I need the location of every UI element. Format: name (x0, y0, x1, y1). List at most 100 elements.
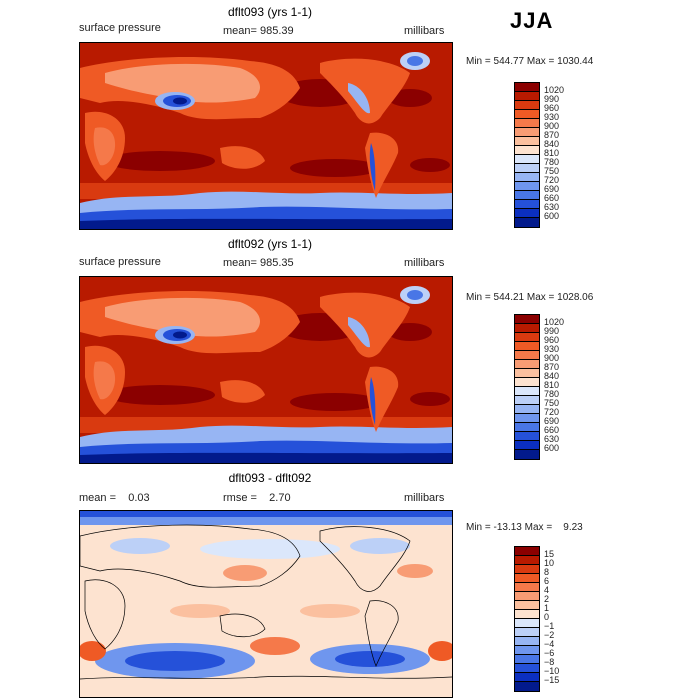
colorbar-tick-label: 960 (544, 103, 560, 113)
colorbar-swatch (515, 673, 539, 682)
colorbar-swatch (515, 637, 539, 646)
colorbar-tick-label: 0 (544, 612, 550, 622)
colorbar-tick-label: 750 (544, 166, 560, 176)
colorbar-swatch (515, 182, 539, 191)
colorbar-tick-label: 600 (544, 443, 560, 453)
colorbar-swatch (515, 601, 539, 610)
colorbar-tick-label: 750 (544, 398, 560, 408)
colorbar-tick-label: 720 (544, 407, 560, 417)
south-atlantic-high (410, 392, 450, 406)
south-pacific-high (290, 159, 380, 177)
colorbar (514, 314, 540, 460)
colorbar-tick-label: 1020 (544, 317, 565, 327)
rockies (348, 83, 370, 114)
colorbar-swatch (515, 423, 539, 432)
na-blue (350, 538, 410, 554)
panel-title: dflt092 (yrs 1-1) (227, 237, 313, 251)
colorbar-swatch (515, 360, 539, 369)
tropics-red-2 (300, 604, 360, 618)
colorbar-swatch (515, 414, 539, 423)
colorbar-tick-label: 870 (544, 130, 560, 140)
south-atlantic-high (410, 158, 450, 172)
colorbar-swatch (515, 610, 539, 619)
colorbar-swatch (515, 191, 539, 200)
north-america (320, 58, 410, 124)
colorbar-swatch (515, 583, 539, 592)
panel-2: dflt092 (yrs 1-1) surface pressure mean=… (0, 234, 700, 466)
colorbar-tick-label: 690 (544, 416, 560, 426)
africa-inner (93, 361, 116, 400)
colorbar-tick-label: 930 (544, 112, 560, 122)
mean-label: mean = 0.03 (79, 492, 150, 504)
colorbar-swatch (515, 324, 539, 333)
colorbar-swatch (515, 432, 539, 441)
colorbar-tick-label: 660 (544, 193, 560, 203)
colorbar-swatch (515, 441, 539, 450)
colorbar-swatch (515, 655, 539, 664)
colorbar-swatch (515, 574, 539, 583)
colorbar-tick-label: 960 (544, 335, 560, 345)
colorbar-swatch (515, 128, 539, 137)
colorbar-tick-label: 900 (544, 121, 560, 131)
colorbar-swatch (515, 110, 539, 119)
variable-label: surface pressure (79, 256, 161, 268)
panel-title: dflt093 - dflt092 (228, 471, 312, 485)
map-plot (79, 510, 453, 698)
eurasia-inner (105, 63, 260, 103)
atlantic-high (388, 323, 432, 341)
colorbar (514, 546, 540, 692)
tibet-core (173, 97, 187, 105)
variable-label: surface pressure (79, 22, 161, 34)
colorbar-tick-label: 630 (544, 202, 560, 212)
colorbar-swatch (515, 619, 539, 628)
rockies (348, 317, 370, 348)
colorbar-tick-label: −8 (544, 657, 555, 667)
so-blue-1-core (125, 651, 225, 671)
colorbar-swatch (515, 565, 539, 574)
colorbar-tick-label: 10 (544, 558, 555, 568)
tropics-red (170, 604, 230, 618)
africa-outline (84, 579, 126, 650)
colorbar-tick-label: −2 (544, 630, 555, 640)
colorbar-tick-label: 810 (544, 148, 560, 158)
colorbar-swatch (515, 396, 539, 405)
australia-outline (219, 613, 266, 638)
minmax-label: Min = -13.13 Max = 9.23 (466, 522, 583, 533)
colorbar-tick-label: 840 (544, 371, 560, 381)
africa-inner (93, 127, 116, 166)
colorbar-swatch (515, 146, 539, 155)
colorbar-swatch (515, 119, 539, 128)
colorbar-swatch (515, 155, 539, 164)
antarctic-coast (80, 675, 452, 680)
colorbar-swatch (515, 592, 539, 601)
so-red-mid (250, 637, 300, 655)
colorbar-swatch (515, 682, 539, 691)
colorbar-swatch (515, 378, 539, 387)
colorbar-swatch (515, 200, 539, 209)
panel-3: dflt093 - dflt092 mean = 0.03 rmse = 2.7… (0, 468, 700, 700)
colorbar-tick-label: −10 (544, 666, 560, 676)
colorbar-swatch (515, 209, 539, 218)
colorbar-tick-label: 780 (544, 389, 560, 399)
colorbar-tick-label: 4 (544, 585, 550, 595)
colorbar-tick-label: 810 (544, 380, 560, 390)
south-pacific-high (290, 393, 380, 411)
indian-high (105, 385, 215, 405)
colorbar-swatch (515, 218, 539, 227)
colorbar-swatch (515, 342, 539, 351)
colorbar-tick-label: 990 (544, 326, 560, 336)
australia (220, 380, 265, 403)
antarctica-core (80, 452, 452, 463)
tibet-core (173, 331, 187, 339)
antarctic-field (80, 679, 452, 697)
mean-label: mean= 985.39 (223, 25, 294, 37)
units-label: millibars (404, 257, 445, 269)
colorbar-tick-label: 780 (544, 157, 560, 167)
colorbar-swatch (515, 351, 539, 360)
map-plot (79, 42, 453, 230)
colorbar-tick-label: 1 (544, 603, 550, 613)
map-plot (79, 276, 453, 464)
colorbar-tick-label: 720 (544, 175, 560, 185)
minmax-label: Min = 544.21 Max = 1028.06 (466, 292, 594, 303)
colorbar-tick-label: 1020 (544, 85, 565, 95)
